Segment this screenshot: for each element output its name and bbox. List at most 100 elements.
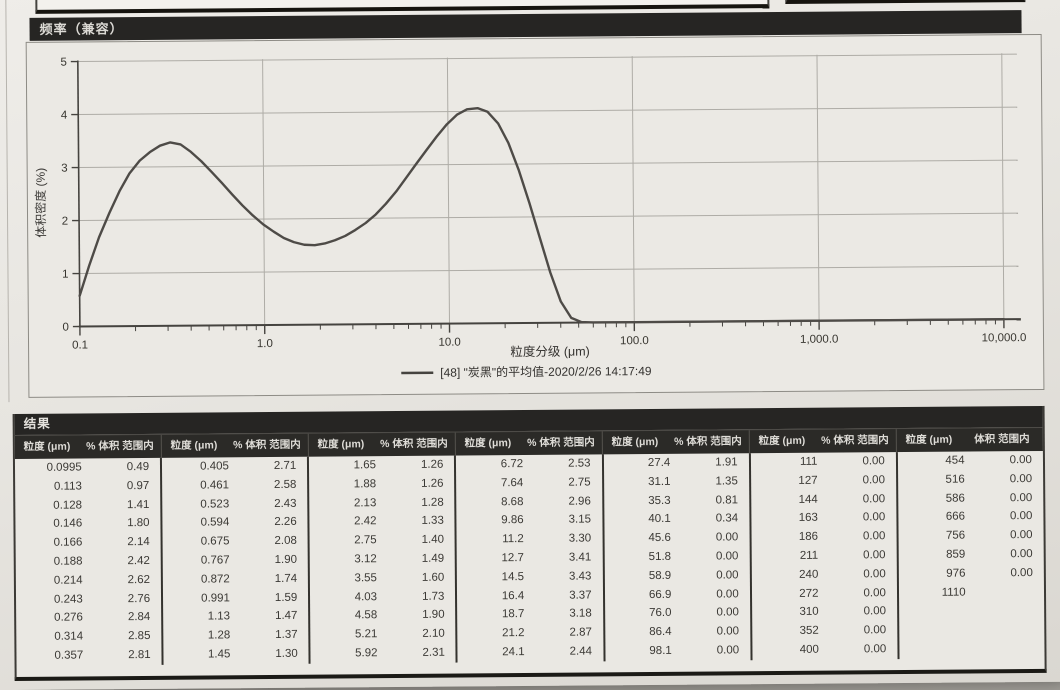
size-value-cell: 0.461 [200, 479, 230, 492]
table-row [899, 620, 1044, 640]
table-row: 144 0.00 [751, 490, 896, 510]
size-value-cell: 24.1 [502, 645, 525, 659]
svg-text:2: 2 [62, 216, 69, 228]
table-row: 66.9 0.00 [605, 585, 750, 605]
svg-text:10.0: 10.0 [438, 337, 460, 349]
size-value-cell: 31.1 [648, 475, 671, 488]
table-row: 0.357 2.81 [16, 646, 161, 666]
volume-pct-column-header: % 体积 范围内 [527, 436, 595, 450]
table-row: 8.68 2.96 [457, 492, 602, 512]
table-row: 4.03 1.73 [310, 587, 455, 607]
size-value-cell: 272 [799, 587, 819, 600]
size-column-header: 粒度 (μm) [170, 439, 218, 452]
table-row: 0.991 1.59 [163, 588, 308, 608]
volume-pct-cell: 1.41 [126, 498, 150, 511]
volume-pct-cell: 2.42 [127, 554, 150, 568]
table-row: 18.7 3.18 [458, 605, 603, 625]
volume-pct-cell: 0.00 [716, 625, 740, 638]
table-row: 31.1 1.35 [604, 472, 749, 492]
table-row: 35.3 0.81 [604, 491, 749, 511]
volume-pct-cell: 1.91 [715, 456, 738, 469]
x-axis-label: 粒度分级 (μm) [510, 344, 590, 360]
table-row: 400 0.00 [752, 640, 897, 660]
volume-pct-cell: 0.00 [863, 586, 886, 599]
size-value-cell: 144 [798, 493, 818, 506]
volume-pct-cell: 1.35 [715, 475, 738, 488]
table-row: 27.4 1.91 [603, 453, 748, 473]
results-header-section: 粒度 (μm) % 体积 范围内 [307, 432, 455, 457]
size-value-cell: 21.2 [502, 627, 525, 640]
size-value-cell: 0.523 [200, 497, 230, 511]
table-row: 0.113 0.97 [15, 477, 160, 497]
size-value-cell: 98.1 [649, 644, 672, 658]
volume-pct-cell: 1.26 [420, 458, 444, 471]
size-value-cell: 310 [799, 606, 819, 619]
results-column-section: 27.4 1.91 31.1 1.35 35.3 0.81 40.1 0.34 45.6 0.00… [601, 453, 751, 662]
top-table-fragment-left [35, 0, 770, 14]
size-value-cell: 756 [945, 529, 966, 542]
table-row: 9.86 3.15 [457, 511, 602, 531]
size-value-cell: 4.03 [354, 590, 378, 603]
size-value-cell: 5.92 [355, 647, 378, 660]
results-header-section: 粒度 (μm) % 体积 范围内 [160, 433, 308, 458]
table-row: 211 0.00 [751, 546, 896, 566]
results-table: 结果 粒度 (μm)% 体积 范围内 粒度 (μm)% 体积 范围内 粒度 (μm)… [12, 405, 1047, 681]
table-row: 2.42 1.33 [310, 512, 455, 532]
volume-pct-cell: 2.14 [127, 536, 150, 549]
table-row: 1110 [899, 583, 1044, 603]
size-value-cell: 27.4 [647, 456, 671, 470]
size-value-cell: 240 [799, 568, 819, 581]
size-column-header: 粒度 (μm) [464, 437, 512, 450]
volume-pct-cell: 3.41 [568, 551, 592, 564]
table-row: 352 0.00 [752, 621, 897, 641]
svg-text:0: 0 [62, 322, 69, 334]
table-row: 14.5 3.43 [457, 567, 602, 587]
volume-pct-column-header: % 体积 范围内 [86, 439, 154, 453]
size-value-cell: 2.13 [353, 496, 377, 509]
size-value-cell: 11.2 [502, 533, 524, 546]
table-row: 0.872 1.74 [163, 570, 308, 590]
results-header-section: 粒度 (μm) 体积 范围内 [895, 427, 1043, 453]
size-value-cell: 454 [945, 454, 965, 467]
volume-pct-cell: 0.00 [716, 587, 739, 601]
size-column-header: 粒度 (μm) [905, 433, 953, 447]
svg-text:100.0: 100.0 [620, 335, 649, 347]
volume-pct-cell: 1.47 [275, 610, 298, 623]
size-value-cell: 66.9 [648, 588, 672, 601]
volume-pct-cell: 1.40 [421, 533, 445, 547]
table-row: 2.75 1.40 [310, 531, 455, 551]
size-value-cell: 2.42 [354, 515, 377, 528]
volume-pct-cell: 0.00 [862, 511, 886, 524]
size-value-cell: 0.0995 [46, 461, 82, 474]
size-column-header: 粒度 (μm) [23, 440, 71, 453]
results-body: 0.0995 0.49 0.113 0.97 0.128 1.41 0.146 1.80 0.1… [15, 450, 1045, 677]
frequency-chart-panel: 0 1 2 3 4 5 0.1 1.0 10.0 100.0 1,000.0 10,000.0 体积密… [25, 33, 1045, 398]
size-value-cell: 0.146 [53, 517, 83, 531]
volume-pct-cell: 0.00 [863, 549, 886, 562]
results-header-section: 粒度 (μm) % 体积 范围内 [454, 431, 602, 456]
volume-pct-cell: 2.87 [569, 626, 592, 639]
volume-pct-cell: 0.00 [862, 492, 886, 505]
volume-pct-cell: 0.00 [716, 569, 739, 582]
table-row: 0.146 1.80 [15, 514, 160, 534]
volume-pct-cell: 1.90 [422, 609, 445, 622]
size-value-cell [899, 640, 966, 659]
volume-pct-cell: 0.00 [862, 530, 886, 543]
volume-pct-cell: 0.00 [863, 567, 886, 581]
distribution-curve [78, 106, 1006, 324]
paper-crease-line [5, 0, 10, 403]
volume-pct-cell: 2.08 [274, 535, 297, 548]
size-value-cell: 45.6 [648, 532, 671, 545]
table-row: 7.64 2.75 [456, 473, 601, 493]
table-row: 454 0.00 [898, 451, 1043, 471]
table-row: 0.0995 0.49 [15, 458, 160, 478]
table-row: 58.9 0.00 [604, 566, 749, 586]
size-value-cell: 400 [799, 643, 819, 656]
table-row: 11.2 3.30 [457, 530, 602, 550]
results-column-section: 454 0.00 516 0.00 586 0.00 666 0.00 756 0.00 859 0.… [895, 450, 1045, 659]
table-row: 0.523 2.43 [162, 494, 307, 514]
table-row: 0.675 2.08 [163, 532, 308, 552]
size-value-cell: 1.28 [207, 629, 231, 642]
table-row: 76.0 0.00 [605, 604, 750, 624]
volume-pct-column-header: 体积 范围内 [974, 433, 1030, 446]
